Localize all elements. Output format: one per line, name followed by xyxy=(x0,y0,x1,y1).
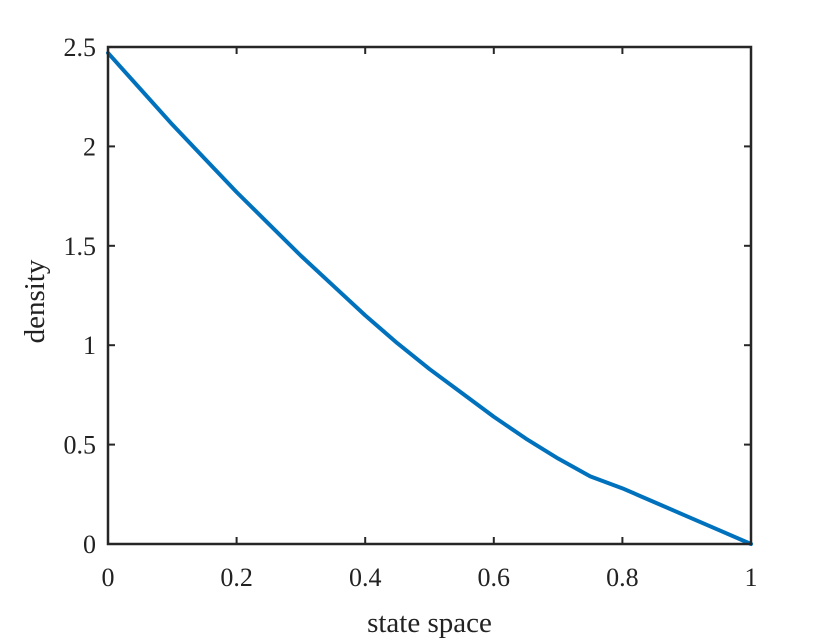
x-tick-label: 0.8 xyxy=(606,563,639,592)
y-axis-label: density xyxy=(19,259,51,343)
x-tick-labels: 0 0.2 0.4 0.6 0.8 1 xyxy=(102,563,758,592)
x-tick-label: 0.4 xyxy=(349,563,382,592)
x-tick-label: 0.2 xyxy=(220,563,253,592)
x-tick-label: 0 xyxy=(102,563,115,592)
y-tick-label: 2.5 xyxy=(64,33,97,62)
y-tick-label: 0 xyxy=(83,530,96,559)
y-tick-label: 0.5 xyxy=(64,431,97,460)
x-tick-label: 0.6 xyxy=(478,563,511,592)
y-tick-label: 1 xyxy=(83,331,96,360)
y-tick-labels: 0 0.5 1 1.5 2 2.5 xyxy=(64,33,97,559)
y-tick-label: 1.5 xyxy=(64,232,97,261)
axes-frame xyxy=(106,45,753,546)
plot-area xyxy=(108,47,751,544)
x-tick-label: 1 xyxy=(745,563,758,592)
x-axis-label: state space xyxy=(367,607,492,639)
y-tick-label: 2 xyxy=(83,132,96,161)
series-line xyxy=(106,50,753,546)
